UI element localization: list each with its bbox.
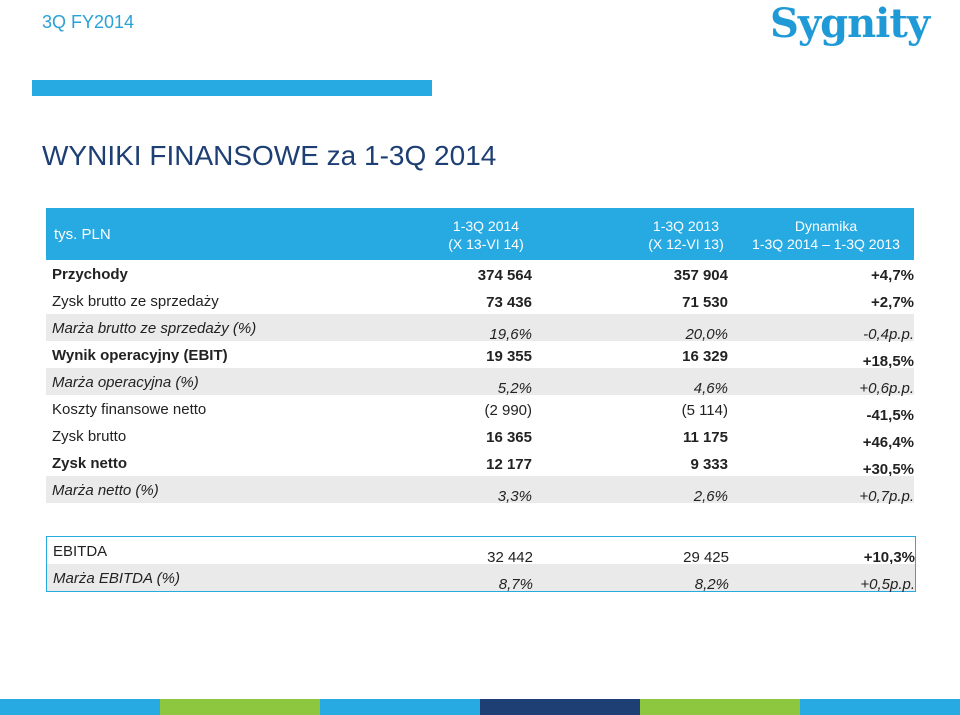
row-label: Marża EBITDA (%) [53,570,180,587]
row-label: Marża netto (%) [52,482,159,499]
value-2014: 12 177 [486,456,532,473]
value-2013: (5 114) [681,402,728,419]
value-dynamics: +0,7p.p. [859,488,914,505]
table-row: Koszty finansowe netto (2 990) (5 114) -… [46,395,914,424]
value-2013: 4,6% [693,380,728,397]
value-2014: 16 365 [486,429,532,446]
value-2014: (2 990) [484,402,532,419]
unit-label: tys. PLN [54,226,111,243]
row-label: Przychody [52,266,128,283]
value-2013: 357 904 [673,267,728,284]
value-dynamics: +46,4% [862,434,914,451]
value-2013: 16 329 [682,348,728,365]
period-label: 3Q FY2014 [42,12,135,32]
table-row: Marża netto (%) 3,3% 2,6% +0,7p.p. [46,476,914,505]
column-header-period: 1-3Q 2014 [452,218,520,234]
value-2014: 19 355 [486,348,532,365]
value-dynamics: -0,4p.p. [863,326,914,343]
value-dynamics: +4,7% [871,267,914,284]
value-dynamics: -41,5% [866,407,914,424]
row-label: Zysk netto [52,455,128,472]
row-label: Zysk brutto ze sprzedaży [52,293,219,310]
table-row: Zysk brutto 16 365 11 175 +46,4% [46,422,914,451]
column-header-dynamics: Dynamika 1-3Q 2014 – 1-3Q 2013 [726,218,926,252]
column-header-2013: 1-3Q 2013 (X 12-VI 13) [586,218,786,252]
financial-results-table: tys. PLN 1-3Q 2014 (X 13-VI 14) 1-3Q 201… [46,208,914,505]
value-2014: 374 564 [477,267,532,284]
table-row: Marża brutto ze sprzedaży (%) 19,6% 20,0… [46,314,914,343]
footer-color-segment [480,699,640,715]
value-2013: 9 333 [690,456,728,473]
value-2013: 71 530 [682,294,728,311]
table-row: Marża EBITDA (%) 8,7% 8,2% +0,5p.p. [47,564,915,593]
value-2014: 19,6% [489,326,532,343]
ebitda-table: EBITDA 32 442 29 425 +10,3% Marża EBITDA… [46,536,916,593]
value-2014: 3,3% [497,488,532,505]
footer-color-segment [640,699,800,715]
value-2013: 11 175 [682,429,728,446]
footer-color-segment [160,699,320,715]
row-label: Koszty finansowe netto [52,401,207,418]
value-2014: 73 436 [486,294,532,311]
row-label: Marża brutto ze sprzedaży (%) [52,320,257,337]
footer-color-segment [0,699,160,715]
column-header-range: 1-3Q 2014 – 1-3Q 2013 [752,236,900,252]
row-label: EBITDA [53,543,108,560]
value-2013: 29 425 [683,549,729,566]
table-row: Zysk brutto ze sprzedaży 73 436 71 530 +… [46,287,914,314]
value-dynamics: +0,5p.p. [860,576,915,593]
page-title: WYNIKI FINANSOWE za 1-3Q 2014 [42,140,497,171]
table-row: Wynik operacyjny (EBIT) 19 355 16 329 +1… [46,341,914,370]
table-row: Marża operacyjna (%) 5,2% 4,6% +0,6p.p. [46,368,914,397]
row-label: Zysk brutto [52,428,127,445]
column-header-range: (X 13-VI 14) [448,236,524,252]
table-row: Zysk netto 12 177 9 333 +30,5% [46,449,914,478]
footer-color-bar [0,699,960,715]
table-row: EBITDA 32 442 29 425 +10,3% [47,537,915,566]
value-dynamics: +30,5% [862,461,914,478]
value-dynamics: +18,5% [862,353,914,370]
column-header-range: (X 12-VI 13) [648,236,724,252]
value-2013: 20,0% [685,326,728,343]
value-2014: 5,2% [497,380,532,397]
value-dynamics: +10,3% [863,549,915,566]
column-header-period: 1-3Q 2013 [652,218,720,234]
value-2013: 8,2% [694,576,729,593]
value-2013: 2,6% [693,488,728,505]
column-header-2014: 1-3Q 2014 (X 13-VI 14) [386,218,586,252]
value-dynamics: +2,7% [871,294,914,311]
row-label: Wynik operacyjny (EBIT) [52,347,228,364]
table-row: Przychody 374 564 357 904 +4,7% [46,260,914,287]
column-header-period: Dynamika [794,218,858,234]
table-header: tys. PLN 1-3Q 2014 (X 13-VI 14) 1-3Q 201… [46,208,914,260]
footer-color-segment [320,699,480,715]
accent-bar [32,80,432,96]
footer-color-segment [800,699,960,715]
value-2014: 32 442 [487,549,533,566]
value-dynamics: +0,6p.p. [859,380,914,397]
value-2014: 8,7% [498,576,533,593]
company-logo: Sygnity [770,0,930,47]
row-label: Marża operacyjna (%) [52,374,199,391]
